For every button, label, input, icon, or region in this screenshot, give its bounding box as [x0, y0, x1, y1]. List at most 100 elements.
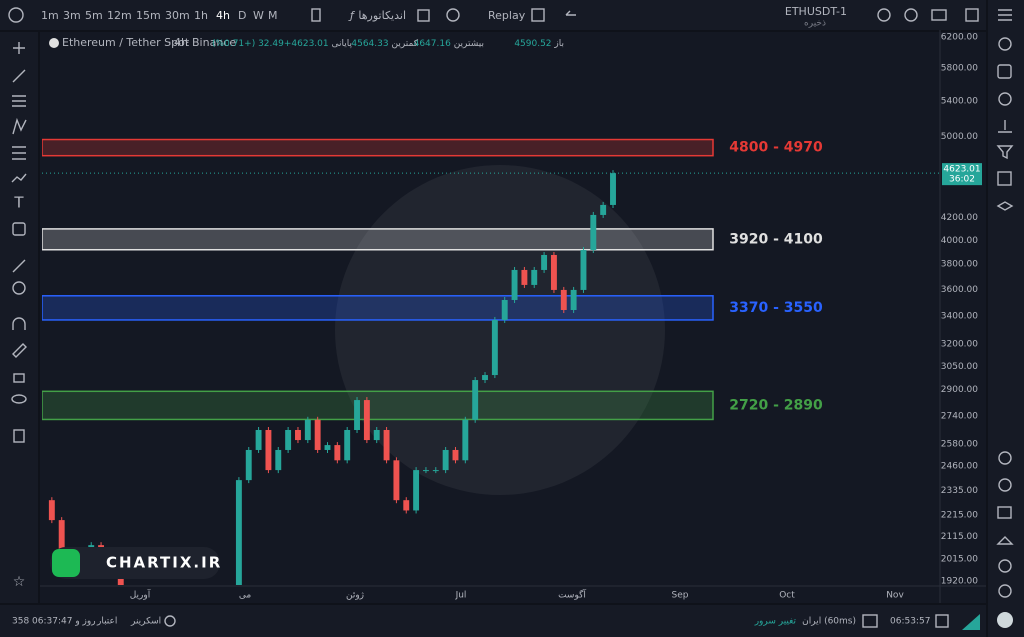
share-icon[interactable] — [998, 478, 1012, 492]
clock-settings-icon[interactable] — [935, 614, 949, 628]
candle — [482, 375, 488, 381]
candle — [442, 449, 449, 471]
timeframe-button[interactable]: 12m — [107, 9, 132, 22]
credit-value: 358 روز و 06:37:47 — [12, 617, 96, 627]
fx-icon[interactable]: ƒ — [348, 9, 356, 22]
search-icon[interactable] — [877, 8, 891, 22]
fib-tool[interactable] — [12, 95, 26, 107]
emoji-tool[interactable] — [12, 222, 26, 236]
indicators-button[interactable]: اندیکاتورها — [358, 9, 406, 22]
layout-icon[interactable] — [531, 8, 545, 22]
favorites-tool[interactable]: ☆ — [13, 574, 26, 590]
drawing-tools: T ☆ — [11, 42, 27, 590]
snapshot-icon[interactable] — [931, 9, 947, 21]
candle — [462, 419, 469, 461]
lock-tool[interactable] — [13, 373, 25, 383]
y-tick-label: 4000.00 — [941, 236, 978, 246]
timeframe-button[interactable]: 1h — [194, 9, 208, 22]
server-change[interactable]: تغییر سرور — [754, 617, 797, 627]
x-tick-label: آوریل — [130, 589, 151, 601]
clock-icon[interactable] — [998, 92, 1012, 106]
crosshair-tool[interactable] — [13, 42, 25, 54]
line-tool[interactable] — [12, 69, 26, 83]
candle — [600, 204, 607, 215]
card-icon[interactable] — [997, 506, 1012, 519]
candle — [590, 214, 597, 250]
server-icon — [862, 614, 878, 628]
timeframe-button[interactable]: 15m — [136, 9, 161, 22]
candle — [295, 429, 301, 441]
x-tick-label: Nov — [886, 591, 904, 601]
menu-icon[interactable] — [998, 9, 1012, 21]
settings-icon[interactable] — [904, 8, 918, 22]
legend-separator: · — [186, 36, 190, 49]
replay-button[interactable]: Replay — [488, 9, 526, 22]
path-tool[interactable] — [11, 173, 27, 183]
y-tick-label: 2740.00 — [941, 412, 978, 422]
candle — [413, 470, 420, 511]
signal-icon[interactable] — [996, 536, 1014, 545]
zone — [42, 228, 714, 251]
avatar[interactable] — [997, 612, 1013, 628]
watermark-icon — [52, 549, 80, 577]
filter-icon[interactable] — [996, 145, 1014, 160]
x-tick-label: می — [239, 591, 252, 601]
candle — [491, 319, 498, 376]
channel-tool[interactable] — [12, 146, 26, 160]
y-tick-label: 2900.00 — [941, 385, 978, 395]
r-icon[interactable] — [446, 8, 460, 22]
right-toolbar — [988, 0, 1024, 637]
y-tick-label: 2115.00 — [941, 532, 978, 542]
alerts-icon[interactable] — [997, 64, 1012, 79]
layers-icon[interactable] — [996, 201, 1014, 211]
close-value: 4623.01 — [291, 39, 328, 49]
timeframe-button[interactable]: W — [253, 9, 264, 22]
fullscreen-icon[interactable] — [965, 8, 979, 22]
candle — [531, 269, 538, 285]
ohlc-low: کمترین 4564.33 — [351, 39, 418, 49]
save-label[interactable]: ذخیره — [804, 19, 826, 29]
screener[interactable]: اسکرینر — [130, 617, 161, 627]
candle — [245, 449, 252, 481]
x-tick-label: Sep — [672, 591, 689, 601]
candle — [472, 380, 479, 420]
zoom-tool[interactable] — [12, 281, 26, 295]
undo-icon[interactable] — [565, 10, 576, 16]
text-tool[interactable]: T — [13, 194, 24, 212]
y-tick-label: 3050.00 — [941, 362, 978, 372]
candle — [452, 449, 459, 461]
pattern-tool[interactable] — [12, 117, 27, 135]
timeframe-button[interactable]: 4h — [216, 9, 230, 22]
calendar-icon[interactable] — [997, 171, 1012, 186]
visibility-tool[interactable] — [11, 394, 27, 404]
timeframe-button[interactable]: 3m — [63, 9, 81, 22]
timeframe-button[interactable]: M — [268, 9, 278, 22]
y-tick-label: 2335.00 — [941, 486, 978, 496]
watermark-logo — [335, 165, 665, 495]
symbol[interactable]: ETHUSDT-1 — [785, 5, 847, 18]
support-icon[interactable] — [998, 451, 1012, 465]
timeframe-button[interactable]: 1m — [41, 9, 59, 22]
draw-mode-tool[interactable] — [12, 343, 27, 358]
info-icon[interactable] — [998, 559, 1012, 573]
last-price-badge — [942, 163, 982, 186]
candle — [304, 419, 311, 441]
timeframe-button[interactable]: 5m — [85, 9, 103, 22]
power-icon[interactable] — [998, 584, 1012, 598]
candle — [265, 429, 272, 471]
clock: 06:53:57 — [890, 617, 930, 627]
add-icon[interactable] — [8, 7, 24, 23]
connection-icon — [962, 614, 980, 630]
timeframe-button[interactable]: 30m — [165, 9, 190, 22]
candle — [334, 445, 341, 461]
candles-icon[interactable] — [311, 8, 321, 22]
watchlist-icon[interactable] — [998, 37, 1012, 51]
download-icon[interactable] — [998, 120, 1012, 133]
templates-icon[interactable] — [417, 9, 430, 22]
timeframe-button[interactable]: D — [238, 9, 246, 22]
ruler-tool[interactable] — [12, 259, 26, 273]
screener-icon[interactable] — [164, 615, 176, 627]
trash-tool[interactable] — [13, 429, 25, 443]
magnet-tool[interactable] — [12, 317, 26, 330]
y-tick-label: 5000.00 — [941, 132, 978, 142]
